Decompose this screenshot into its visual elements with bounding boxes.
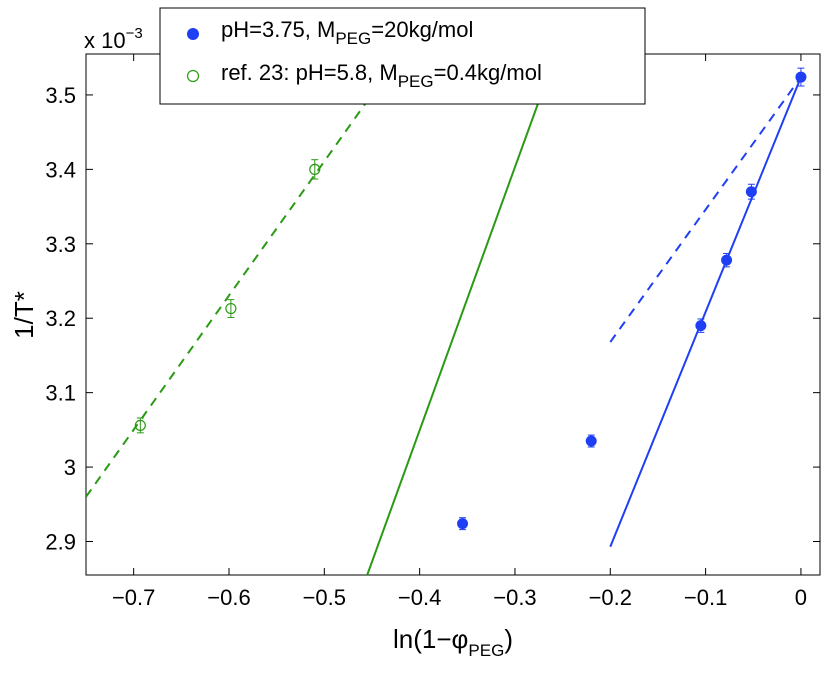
y-tick-label: 3 bbox=[64, 455, 76, 480]
legend-series-1-post: =20kg/mol bbox=[371, 17, 473, 42]
data-point bbox=[695, 320, 707, 332]
y-tick-label: 2.9 bbox=[45, 530, 76, 555]
legend-series-2-post: =0.4kg/mol bbox=[434, 60, 542, 85]
data-point bbox=[225, 302, 237, 315]
fit-lines bbox=[86, 54, 802, 575]
legend-marker-series-2 bbox=[186, 69, 200, 83]
series-1 bbox=[457, 67, 807, 531]
y-tick-label: 3.2 bbox=[45, 306, 76, 331]
y-tick-label: 3.5 bbox=[45, 83, 76, 108]
y-axis: 2.9 3 3.1 3.2 3.3 3.4 3.5 bbox=[45, 83, 820, 555]
x-axis: −0.7 −0.6 −0.5 −0.4 −0.3 −0.2 −0.1 0 bbox=[112, 54, 807, 610]
y-multiplier: x 10−3 bbox=[84, 25, 143, 53]
data-point bbox=[457, 518, 469, 530]
data-point bbox=[134, 419, 146, 431]
data-point bbox=[795, 71, 807, 83]
data-point bbox=[585, 435, 597, 447]
x-tick-label: −0.4 bbox=[398, 585, 441, 610]
legend-series-1-pre: pH=3.75, M bbox=[221, 17, 335, 42]
legend-marker-series-1 bbox=[187, 28, 199, 40]
x-axis-label-sub: PEG bbox=[468, 641, 504, 660]
x-tick-label: −0.6 bbox=[207, 585, 250, 610]
x-tick-label: −0.5 bbox=[303, 585, 346, 610]
legend-series-2-sub: PEG bbox=[398, 72, 434, 91]
legend-box bbox=[159, 7, 646, 105]
y-tick-label: 3.1 bbox=[45, 381, 76, 406]
data-point bbox=[745, 186, 757, 198]
data-points bbox=[134, 67, 807, 531]
x-tick-label: −0.2 bbox=[589, 585, 632, 610]
y-tick-label: 3.4 bbox=[45, 157, 76, 182]
blue-dashed-fit bbox=[609, 76, 802, 343]
data-point bbox=[309, 163, 321, 175]
y-axis-label: 1/T* bbox=[9, 291, 39, 339]
x-tick-label: −0.1 bbox=[684, 585, 727, 610]
series-2 bbox=[134, 159, 321, 434]
legend: pH=3.75, MPEG=20kg/mol ref. 23: pH=5.8, … bbox=[159, 7, 646, 105]
y-tick-label: 3.3 bbox=[45, 232, 76, 257]
data-point bbox=[721, 254, 733, 266]
legend-series-2-pre: ref. 23: pH=5.8, M bbox=[221, 60, 398, 85]
y-multiplier-base: x 10 bbox=[84, 28, 126, 53]
x-axis-label: ln(1−φPEG) bbox=[393, 624, 513, 660]
x-tick-label: −0.7 bbox=[112, 585, 155, 610]
x-axis-label-tail: ) bbox=[504, 624, 513, 654]
plot-area bbox=[85, 53, 821, 576]
y-multiplier-exp: −3 bbox=[126, 25, 143, 42]
green-dashed-fit bbox=[86, 54, 402, 498]
green-solid-fit bbox=[366, 54, 557, 575]
blue-solid-fit bbox=[609, 76, 802, 548]
x-tick-label: 0 bbox=[795, 585, 807, 610]
legend-entry-series-1: pH=3.75, MPEG=20kg/mol bbox=[221, 17, 473, 48]
x-axis-label-main: ln(1−φ bbox=[393, 624, 468, 654]
legend-series-1-sub: PEG bbox=[335, 29, 371, 48]
legend-entry-series-2: ref. 23: pH=5.8, MPEG=0.4kg/mol bbox=[221, 60, 542, 91]
x-tick-label: −0.3 bbox=[493, 585, 536, 610]
